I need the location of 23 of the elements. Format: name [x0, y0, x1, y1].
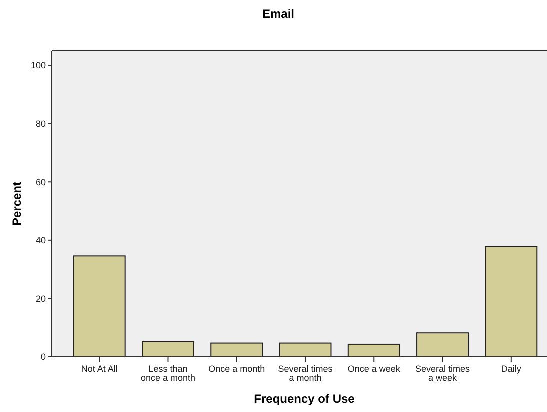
bar	[279, 342, 332, 358]
x-axis-title: Frequency of Use	[254, 392, 356, 406]
x-tick-label: Not At All	[81, 364, 118, 374]
x-tick-label: Daily	[501, 364, 522, 374]
chart-title: Email	[262, 7, 295, 21]
x-tick-label: Several times a week	[416, 364, 471, 383]
bar	[416, 332, 470, 358]
y-tick-label: 60	[36, 177, 46, 188]
y-tick-label: 40	[36, 236, 46, 246]
x-tick-label: Once a week	[348, 364, 401, 374]
x-tick-label: Once a month	[208, 364, 266, 374]
y-axis-title: Percent	[10, 182, 24, 226]
bar	[348, 344, 400, 358]
y-tick-label: 80	[36, 119, 46, 130]
bar	[142, 341, 194, 358]
y-tick-label: 20	[36, 294, 46, 304]
bar	[73, 256, 126, 358]
y-tick-label: 0	[40, 352, 46, 362]
bar	[485, 246, 538, 358]
x-tick-label: Several times a month	[278, 364, 334, 383]
bar	[210, 342, 264, 358]
y-tick-label: 100	[30, 60, 46, 71]
x-tick-label: Less than once a month	[140, 364, 196, 383]
